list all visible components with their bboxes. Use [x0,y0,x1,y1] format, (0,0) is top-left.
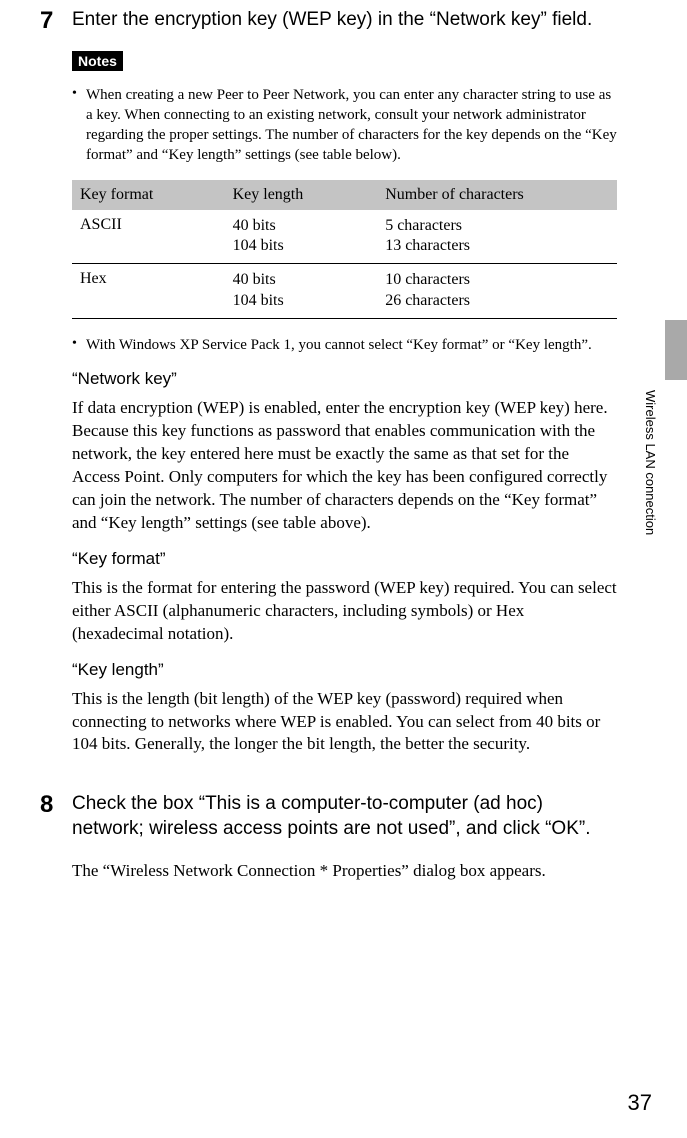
note-bullet-2: • With Windows XP Service Pack 1, you ca… [72,335,617,355]
side-tab: Wireless LAN connection [645,320,665,550]
step-7-body: Enter the encryption key (WEP key) in th… [72,8,617,766]
note-bullet-1-text: When creating a new Peer to Peer Network… [86,85,617,166]
table-header-chars: Number of characters [377,180,617,210]
step-8: 8 Check the box “This is a computer-to-c… [40,792,617,882]
cell-chars: 10 characters26 characters [377,264,617,319]
bullet-dot: • [72,335,86,355]
cell-chars: 5 characters13 characters [377,210,617,264]
table-header-length: Key length [225,180,378,210]
step-7-title: Enter the encryption key (WEP key) in th… [72,8,617,33]
para-network-key: If data encryption (WEP) is enabled, ent… [72,397,617,535]
heading-key-format: “Key format” [72,549,617,569]
side-tab-bar [665,320,687,380]
step-8-result: The “Wireless Network Connection * Prope… [72,860,617,883]
cell-format: ASCII [72,210,225,264]
cell-length: 40 bits104 bits [225,210,378,264]
cell-length: 40 bits104 bits [225,264,378,319]
key-table: Key format Key length Number of characte… [72,180,617,319]
bullet-dot: • [72,85,86,166]
table-row: ASCII 40 bits104 bits 5 characters13 cha… [72,210,617,264]
page-number: 37 [628,1090,652,1116]
table-header-format: Key format [72,180,225,210]
step-8-body: Check the box “This is a computer-to-com… [72,792,617,882]
cell-format: Hex [72,264,225,319]
step-8-number: 8 [40,792,72,882]
note-bullet-1: • When creating a new Peer to Peer Netwo… [72,85,617,166]
notes-badge: Notes [72,51,123,71]
table-row: Hex 40 bits104 bits 10 characters26 char… [72,264,617,319]
side-tab-label: Wireless LAN connection [643,390,658,535]
step-8-title: Check the box “This is a computer-to-com… [72,792,617,841]
heading-network-key: “Network key” [72,369,617,389]
heading-key-length: “Key length” [72,660,617,680]
step-7-number: 7 [40,8,72,766]
note-bullet-2-text: With Windows XP Service Pack 1, you cann… [86,335,617,355]
step-7: 7 Enter the encryption key (WEP key) in … [40,8,617,766]
para-key-length: This is the length (bit length) of the W… [72,688,617,757]
para-key-format: This is the format for entering the pass… [72,577,617,646]
